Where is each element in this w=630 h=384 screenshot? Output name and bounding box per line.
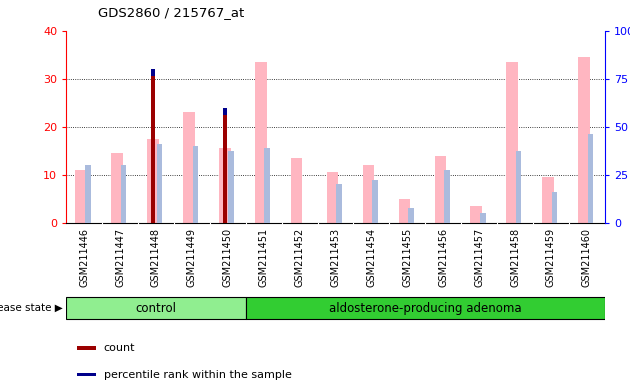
Text: GSM211447: GSM211447: [115, 228, 125, 287]
Text: percentile rank within the sample: percentile rank within the sample: [104, 369, 292, 379]
Bar: [516, 151, 522, 223]
Text: control: control: [135, 302, 176, 314]
Bar: [327, 172, 338, 223]
Text: GSM211454: GSM211454: [367, 228, 376, 287]
Text: GSM211460: GSM211460: [582, 228, 592, 287]
Bar: [336, 184, 342, 223]
Text: GSM211449: GSM211449: [187, 228, 197, 287]
Bar: [193, 146, 198, 223]
Bar: [77, 372, 96, 376]
Bar: [255, 62, 266, 223]
Bar: [265, 148, 270, 223]
Bar: [151, 69, 155, 223]
Bar: [183, 112, 195, 223]
Bar: [229, 151, 234, 223]
Bar: [76, 170, 87, 223]
Bar: [507, 62, 518, 223]
Bar: [480, 213, 486, 223]
Bar: [157, 144, 163, 223]
Bar: [151, 69, 155, 76]
Text: GSM211446: GSM211446: [79, 228, 89, 287]
Text: GSM211459: GSM211459: [546, 228, 556, 287]
Text: GSM211450: GSM211450: [223, 228, 232, 287]
Text: GSM211455: GSM211455: [403, 228, 412, 288]
Text: GDS2860 / 215767_at: GDS2860 / 215767_at: [98, 6, 244, 19]
Bar: [223, 108, 227, 223]
Bar: [219, 148, 231, 223]
Text: disease state ▶: disease state ▶: [0, 303, 63, 313]
Text: GSM211457: GSM211457: [474, 228, 484, 288]
Text: GSM211458: GSM211458: [510, 228, 520, 287]
Text: GSM211451: GSM211451: [259, 228, 268, 287]
FancyBboxPatch shape: [66, 297, 246, 319]
Bar: [444, 170, 450, 223]
Bar: [147, 139, 159, 223]
Bar: [588, 134, 593, 223]
Bar: [121, 165, 127, 223]
Bar: [363, 165, 374, 223]
FancyBboxPatch shape: [246, 297, 605, 319]
Bar: [77, 346, 96, 349]
Bar: [291, 158, 302, 223]
Bar: [471, 206, 482, 223]
Text: GSM211456: GSM211456: [438, 228, 448, 287]
Bar: [85, 165, 91, 223]
Bar: [408, 208, 414, 223]
Text: GSM211452: GSM211452: [295, 228, 304, 288]
Bar: [542, 177, 554, 223]
Text: count: count: [104, 343, 135, 353]
Bar: [435, 156, 446, 223]
Bar: [223, 108, 227, 115]
Text: GSM211453: GSM211453: [331, 228, 340, 287]
Bar: [399, 199, 410, 223]
Bar: [112, 153, 123, 223]
Bar: [578, 57, 590, 223]
Bar: [372, 180, 378, 223]
Text: GSM211448: GSM211448: [151, 228, 161, 287]
Text: aldosterone-producing adenoma: aldosterone-producing adenoma: [329, 302, 522, 314]
Bar: [552, 192, 558, 223]
